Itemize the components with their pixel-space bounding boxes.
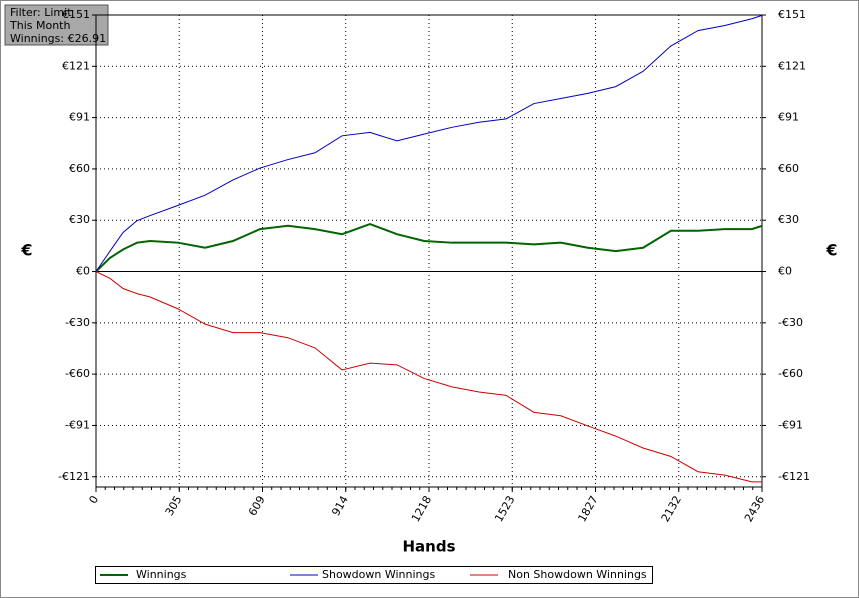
y-tick-label: -€121 <box>58 470 90 483</box>
y2-tick-label: -€121 <box>778 470 810 483</box>
y2-tick-label: €0 <box>778 265 792 278</box>
legend-label: Non Showdown Winnings <box>508 568 647 581</box>
y2-tick-label: €121 <box>778 59 806 72</box>
y2-tick-label: €60 <box>778 162 799 175</box>
y-tick-label: -€91 <box>65 418 90 431</box>
y2-tick-label: €30 <box>778 213 799 226</box>
series-line <box>95 14 763 272</box>
y-tick-label: -€30 <box>65 316 90 329</box>
y-tick-label: €91 <box>69 111 90 124</box>
series-line <box>95 222 763 273</box>
y2-tick-label: €151 <box>778 8 806 21</box>
series-line <box>95 271 762 483</box>
y-tick-label: €0 <box>76 265 90 278</box>
legend-label: Showdown Winnings <box>322 568 436 581</box>
legend <box>95 566 653 584</box>
x-axis-title: Hands <box>402 538 455 556</box>
y2-tick-label: €91 <box>778 111 799 124</box>
y-tick-label: -€60 <box>65 367 90 380</box>
y-axis-title: € <box>20 241 32 260</box>
info-line: Winnings: €26.91 <box>10 32 106 45</box>
y2-tick-label: -€60 <box>778 367 803 380</box>
y-tick-label: €121 <box>62 59 90 72</box>
plot-frame <box>95 14 763 488</box>
legend-label: Winnings <box>136 568 187 581</box>
info-line: This Month <box>9 19 70 32</box>
y-tick-label: €30 <box>69 213 90 226</box>
y2-tick-label: -€91 <box>778 418 803 431</box>
y-tick-label: €151 <box>62 8 90 21</box>
y-tick-label: €60 <box>69 162 90 175</box>
info-line: Filter: Limit <box>10 6 72 19</box>
info-box <box>4 4 109 46</box>
y2-tick-label: -€30 <box>778 316 803 329</box>
y2-axis-title: € <box>825 241 837 260</box>
